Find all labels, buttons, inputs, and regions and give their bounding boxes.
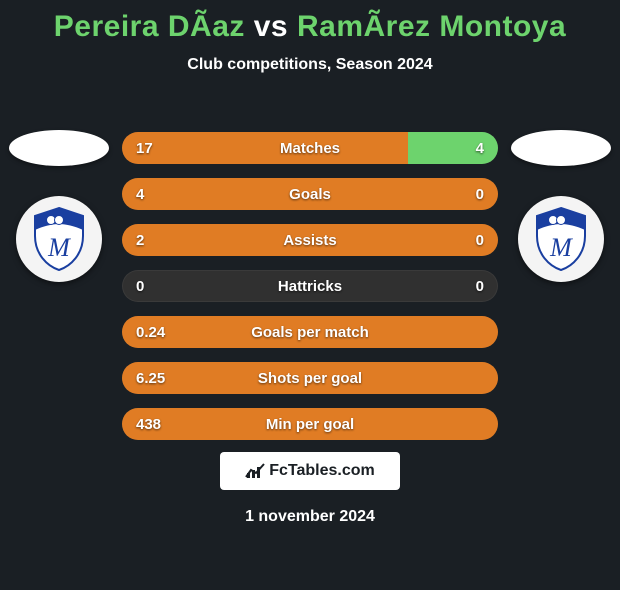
player2-column: M [506, 130, 616, 282]
player2-silhouette [511, 130, 611, 166]
stat-row: 20Assists [122, 224, 498, 256]
stat-value-left: 6.25 [122, 362, 179, 394]
club-shield-icon: M [533, 206, 589, 272]
stat-value-left: 17 [122, 132, 167, 164]
watermark-chart-icon [245, 463, 265, 479]
stat-row: 40Goals [122, 178, 498, 210]
watermark: FcTables.com [220, 452, 400, 490]
stat-value-right: 0 [462, 224, 498, 256]
svg-text:M: M [549, 233, 573, 262]
footer-date: 1 november 2024 [0, 508, 620, 526]
stat-value-left: 2 [122, 224, 158, 256]
stat-value-left: 0.24 [122, 316, 179, 348]
stat-fill-left [122, 224, 498, 256]
stat-value-left: 4 [122, 178, 158, 210]
title-vs: vs [254, 10, 288, 43]
stat-label: Hattricks [122, 270, 498, 302]
title-player2: RamÃ­rez Montoya [297, 10, 566, 43]
player1-club-badge: M [16, 196, 102, 282]
stats-container: 174Matches40Goals20Assists00Hattricks0.2… [122, 132, 498, 454]
player1-column: M [4, 130, 114, 282]
stat-value-right: 0 [462, 270, 498, 302]
stat-row: 0.24Goals per match [122, 316, 498, 348]
player1-silhouette [9, 130, 109, 166]
stat-value-left: 0 [122, 270, 158, 302]
stat-row: 438Min per goal [122, 408, 498, 440]
watermark-text: FcTables.com [269, 462, 375, 480]
stat-row: 0 0Hattricks [122, 270, 498, 302]
stat-value-right: 4 [462, 132, 498, 164]
stat-fill-left [122, 408, 498, 440]
title-player1: Pereira DÃ­az [54, 10, 245, 43]
stat-fill-left [122, 178, 498, 210]
stat-value-right: 0 [462, 178, 498, 210]
stat-row: 6.25Shots per goal [122, 362, 498, 394]
subtitle: Club competitions, Season 2024 [0, 56, 620, 74]
svg-text:M: M [47, 233, 71, 262]
player2-club-badge: M [518, 196, 604, 282]
stat-row: 174Matches [122, 132, 498, 164]
page-title: Pereira DÃ­az vs RamÃ­rez Montoya [0, 10, 620, 44]
stat-value-left: 438 [122, 408, 175, 440]
club-shield-icon: M [31, 206, 87, 272]
